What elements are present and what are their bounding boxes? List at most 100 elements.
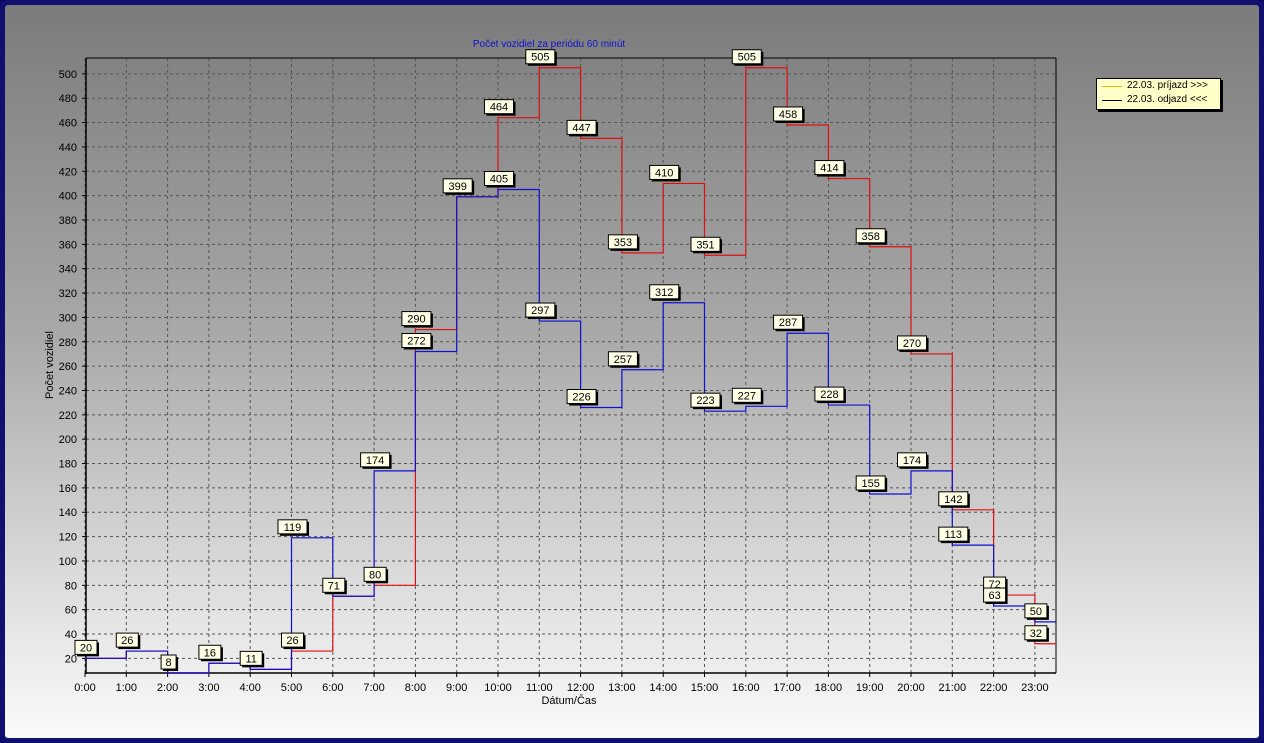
y-tick-label: 380 <box>59 215 77 227</box>
y-tick-label: 400 <box>59 191 77 203</box>
data-label: 270 <box>897 335 929 352</box>
legend-label-odjazd: 22.03. odjazd <<< <box>1127 94 1208 105</box>
legend-swatch-odjazd <box>1102 100 1122 101</box>
data-label-box <box>281 632 304 648</box>
data-label: 410 <box>649 164 681 182</box>
y-tick-label: 300 <box>59 312 77 324</box>
data-label: 458 <box>773 106 805 123</box>
data-label-box <box>198 644 222 660</box>
x-tick-label: 22:00 <box>980 682 1008 694</box>
y-axis-label: Počet vozidiel <box>44 331 56 399</box>
data-label-box <box>938 491 969 507</box>
data-label: 226 <box>566 389 599 406</box>
data-label-box <box>322 577 346 593</box>
data-label-box <box>731 49 762 65</box>
data-label-box <box>484 99 514 115</box>
data-label-box <box>690 236 721 252</box>
series-lines <box>85 67 1056 674</box>
y-tick-label: 200 <box>59 434 77 446</box>
data-label-box <box>115 632 139 648</box>
x-tick-label: 5:00 <box>281 682 302 694</box>
data-label-box <box>983 587 1007 603</box>
data-label-box <box>566 119 597 135</box>
data-label: 297 <box>525 302 557 320</box>
y-tick-label: 180 <box>59 459 77 471</box>
x-tick-label: 21:00 <box>939 682 967 694</box>
data-label-text: 312 <box>655 287 673 299</box>
data-label: 142 <box>938 491 970 508</box>
data-label-text: 257 <box>614 354 632 366</box>
data-label: 174 <box>897 452 929 469</box>
data-label: 414 <box>814 160 846 177</box>
x-tick-label: 9:00 <box>446 682 467 694</box>
data-label: 32 <box>1024 625 1049 642</box>
data-label-text: 16 <box>204 647 216 659</box>
chart: 2040608010012014016018020022024026028030… <box>44 39 1057 707</box>
data-label-box <box>938 526 969 542</box>
data-label-box <box>731 387 762 403</box>
data-label: 353 <box>607 234 640 251</box>
data-label-box <box>401 332 432 348</box>
y-tick-label: 440 <box>59 142 77 154</box>
data-label-text: 351 <box>696 239 714 251</box>
data-labels: 20 26 8 16 11 119 26 71 174 80 290 272 399 464 405 505 2… <box>74 49 1049 671</box>
data-label-text: 50 <box>1030 606 1042 618</box>
data-label: 20 <box>74 639 99 657</box>
series-line-1 <box>85 188 1056 674</box>
data-label: 113 <box>938 526 970 544</box>
data-label-text: 119 <box>284 522 302 534</box>
data-label-box <box>814 386 845 402</box>
data-label-box <box>814 160 845 176</box>
x-tick-label: 11:00 <box>526 682 553 694</box>
data-label-text: 227 <box>738 390 756 402</box>
data-label-text: 358 <box>862 231 880 243</box>
y-tick-label: 120 <box>59 532 77 544</box>
data-label-text: 142 <box>944 494 962 506</box>
x-tick-label: 8:00 <box>405 682 426 694</box>
series-line-0 <box>85 67 1056 674</box>
y-tick-label: 260 <box>59 361 77 373</box>
x-tick-label: 2:00 <box>157 682 178 694</box>
legend-item-odjazd: 22.03. odjazd <<< <box>1097 93 1220 107</box>
data-label: 351 <box>690 236 722 254</box>
data-label: 447 <box>566 119 599 137</box>
data-label: 228 <box>814 386 846 404</box>
data-label: 505 <box>731 49 764 66</box>
x-tick-label: 10:00 <box>484 682 512 694</box>
x-tick-label: 6:00 <box>322 682 343 694</box>
data-label: 155 <box>855 475 888 492</box>
y-ticks: 20 40 60 80 100 120 140 160 180 200 220 240 260 280 30… <box>59 69 86 665</box>
data-label-text: 20 <box>80 642 92 654</box>
data-label-text: 26 <box>286 635 298 647</box>
data-label-text: 297 <box>531 305 549 317</box>
data-label-box <box>566 389 597 405</box>
data-label-text: 71 <box>328 580 340 592</box>
data-label-box <box>1024 603 1048 619</box>
data-label-text: 405 <box>490 174 508 186</box>
data-label-text: 174 <box>903 455 921 467</box>
data-label: 63 <box>983 587 1008 605</box>
y-tick-label: 280 <box>59 337 77 349</box>
x-tick-label: 15:00 <box>691 682 719 694</box>
data-label: 71 <box>322 577 347 595</box>
y-tick-label: 20 <box>65 653 77 665</box>
data-label: 399 <box>442 178 475 195</box>
x-tick-label: 13:00 <box>608 682 636 694</box>
y-tick-label: 40 <box>65 629 77 641</box>
x-tick-label: 20:00 <box>897 682 925 694</box>
data-label-text: 226 <box>572 392 590 404</box>
x-tick-label: 14:00 <box>649 682 677 694</box>
data-label: 11 <box>239 650 265 668</box>
data-label-box <box>277 519 308 535</box>
x-tick-label: 12:00 <box>567 682 595 694</box>
x-tick-label: 19:00 <box>856 682 884 694</box>
x-tick-label: 0:00 <box>74 682 95 694</box>
grid <box>84 58 1056 673</box>
data-label-box <box>442 178 473 194</box>
data-label-box <box>74 639 98 655</box>
x-tick-label: 18:00 <box>815 682 843 694</box>
data-label: 50 <box>1024 603 1049 620</box>
legend: 22.03. príjazd >>> 22.03. odjazd <<< <box>1096 78 1221 110</box>
data-label-box <box>160 654 177 670</box>
y-tick-label: 220 <box>59 410 77 422</box>
